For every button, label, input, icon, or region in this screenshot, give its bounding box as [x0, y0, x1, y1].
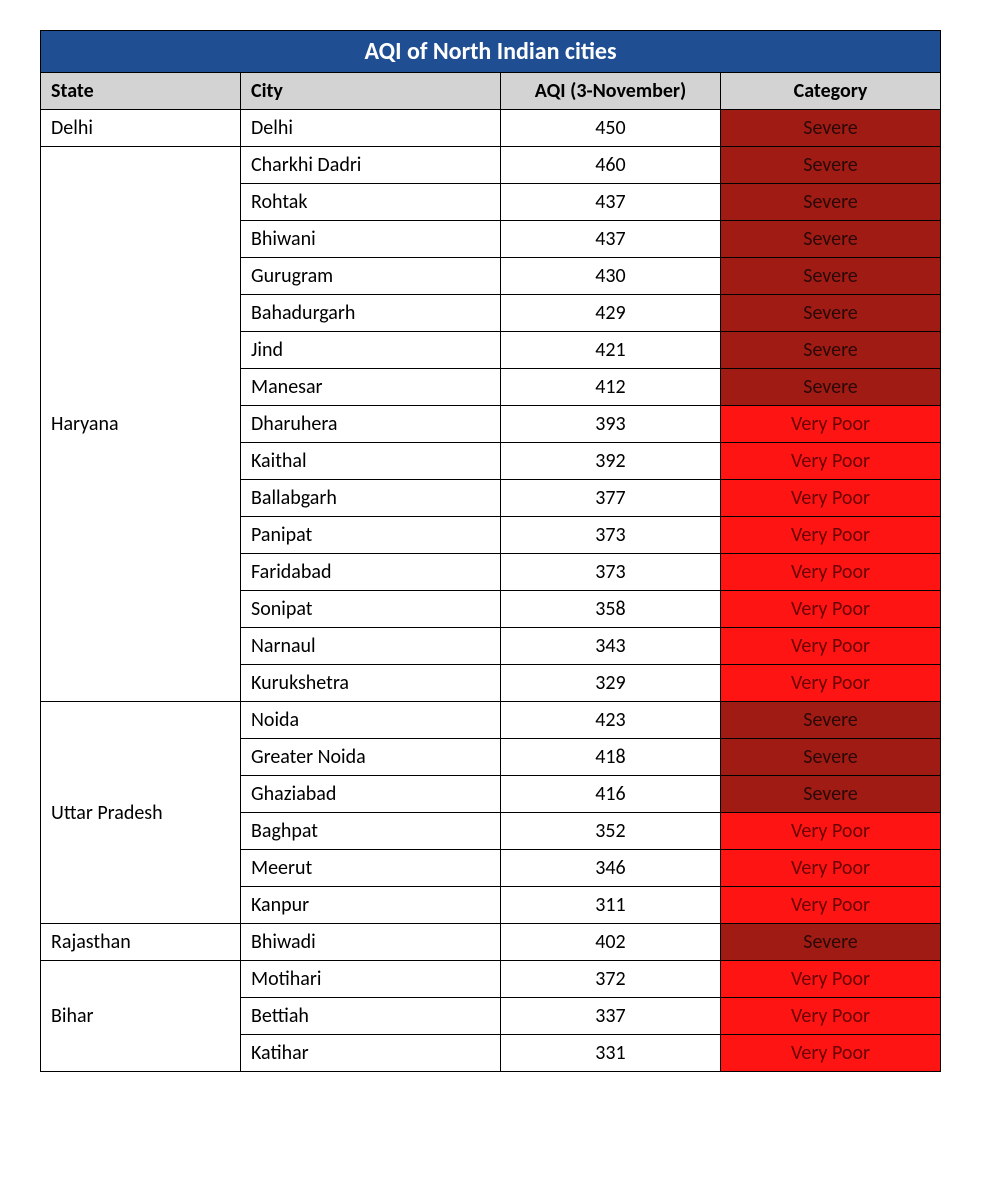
aqi-cell: 393 — [501, 406, 721, 443]
city-cell: Bahadurgarh — [241, 295, 501, 332]
aqi-cell: 377 — [501, 480, 721, 517]
state-cell: Bihar — [41, 961, 241, 1072]
category-cell: Very Poor — [721, 1035, 941, 1072]
table-row: Uttar PradeshNoida423Severe — [41, 702, 941, 739]
state-cell: Uttar Pradesh — [41, 702, 241, 924]
aqi-cell: 418 — [501, 739, 721, 776]
city-cell: Narnaul — [241, 628, 501, 665]
category-cell: Very Poor — [721, 813, 941, 850]
category-cell: Very Poor — [721, 517, 941, 554]
category-cell: Severe — [721, 924, 941, 961]
category-cell: Severe — [721, 702, 941, 739]
aqi-cell: 421 — [501, 332, 721, 369]
aqi-cell: 337 — [501, 998, 721, 1035]
category-cell: Very Poor — [721, 554, 941, 591]
aqi-cell: 346 — [501, 850, 721, 887]
city-cell: Delhi — [241, 110, 501, 147]
aqi-cell: 412 — [501, 369, 721, 406]
aqi-cell: 311 — [501, 887, 721, 924]
city-cell: Sonipat — [241, 591, 501, 628]
city-cell: Meerut — [241, 850, 501, 887]
city-cell: Dharuhera — [241, 406, 501, 443]
aqi-cell: 329 — [501, 665, 721, 702]
aqi-cell: 450 — [501, 110, 721, 147]
aqi-cell: 343 — [501, 628, 721, 665]
category-cell: Very Poor — [721, 998, 941, 1035]
category-cell: Severe — [721, 110, 941, 147]
column-header: State — [41, 73, 241, 110]
aqi-cell: 416 — [501, 776, 721, 813]
aqi-cell: 430 — [501, 258, 721, 295]
aqi-cell: 460 — [501, 147, 721, 184]
city-cell: Kurukshetra — [241, 665, 501, 702]
table-row: BiharMotihari372Very Poor — [41, 961, 941, 998]
category-cell: Very Poor — [721, 406, 941, 443]
city-cell: Faridabad — [241, 554, 501, 591]
state-cell: Rajasthan — [41, 924, 241, 961]
column-header: AQI (3-November) — [501, 73, 721, 110]
aqi-cell: 331 — [501, 1035, 721, 1072]
table-title: AQI of North Indian cities — [41, 31, 941, 73]
category-cell: Very Poor — [721, 628, 941, 665]
category-cell: Very Poor — [721, 887, 941, 924]
category-cell: Very Poor — [721, 591, 941, 628]
category-cell: Very Poor — [721, 961, 941, 998]
aqi-cell: 437 — [501, 184, 721, 221]
aqi-cell: 423 — [501, 702, 721, 739]
category-cell: Very Poor — [721, 480, 941, 517]
column-header: Category — [721, 73, 941, 110]
city-cell: Bhiwadi — [241, 924, 501, 961]
aqi-cell: 352 — [501, 813, 721, 850]
city-cell: Bhiwani — [241, 221, 501, 258]
category-cell: Severe — [721, 295, 941, 332]
aqi-cell: 402 — [501, 924, 721, 961]
city-cell: Manesar — [241, 369, 501, 406]
city-cell: Charkhi Dadri — [241, 147, 501, 184]
city-cell: Ghaziabad — [241, 776, 501, 813]
city-cell: Panipat — [241, 517, 501, 554]
aqi-cell: 373 — [501, 517, 721, 554]
city-cell: Katihar — [241, 1035, 501, 1072]
state-cell: Delhi — [41, 110, 241, 147]
category-cell: Severe — [721, 369, 941, 406]
city-cell: Ballabgarh — [241, 480, 501, 517]
aqi-cell: 429 — [501, 295, 721, 332]
city-cell: Baghpat — [241, 813, 501, 850]
city-cell: Kanpur — [241, 887, 501, 924]
table-row: RajasthanBhiwadi402Severe — [41, 924, 941, 961]
city-cell: Greater Noida — [241, 739, 501, 776]
city-cell: Jind — [241, 332, 501, 369]
category-cell: Severe — [721, 258, 941, 295]
column-header: City — [241, 73, 501, 110]
category-cell: Severe — [721, 739, 941, 776]
category-cell: Very Poor — [721, 665, 941, 702]
aqi-cell: 372 — [501, 961, 721, 998]
category-cell: Very Poor — [721, 850, 941, 887]
category-cell: Severe — [721, 184, 941, 221]
aqi-table: AQI of North Indian citiesStateCityAQI (… — [40, 30, 941, 1072]
aqi-cell: 437 — [501, 221, 721, 258]
city-cell: Bettiah — [241, 998, 501, 1035]
city-cell: Rohtak — [241, 184, 501, 221]
city-cell: Kaithal — [241, 443, 501, 480]
category-cell: Severe — [721, 776, 941, 813]
category-cell: Very Poor — [721, 443, 941, 480]
city-cell: Noida — [241, 702, 501, 739]
aqi-cell: 392 — [501, 443, 721, 480]
category-cell: Severe — [721, 147, 941, 184]
table-row: DelhiDelhi450Severe — [41, 110, 941, 147]
table-row: HaryanaCharkhi Dadri460Severe — [41, 147, 941, 184]
category-cell: Severe — [721, 221, 941, 258]
city-cell: Gurugram — [241, 258, 501, 295]
category-cell: Severe — [721, 332, 941, 369]
aqi-cell: 358 — [501, 591, 721, 628]
aqi-cell: 373 — [501, 554, 721, 591]
state-cell: Haryana — [41, 147, 241, 702]
city-cell: Motihari — [241, 961, 501, 998]
